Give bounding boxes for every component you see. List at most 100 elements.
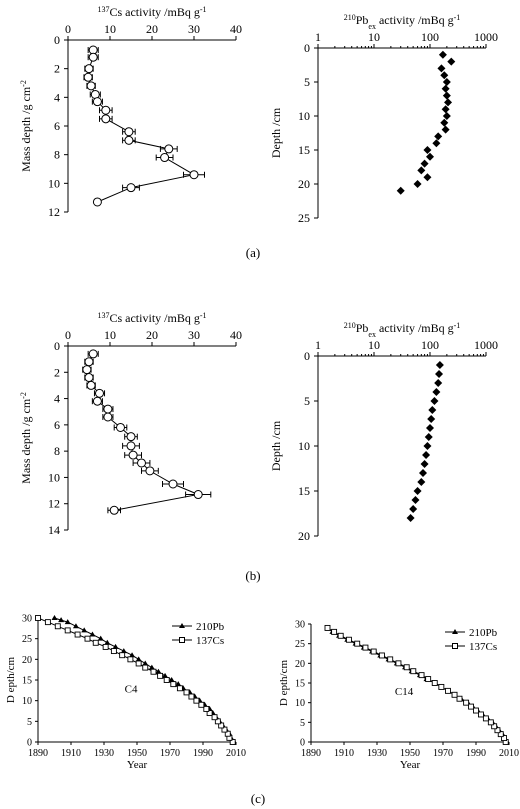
y-tick-label: 0 (304, 41, 310, 55)
data-point (425, 676, 432, 683)
data-point (370, 648, 377, 655)
data-point (445, 687, 451, 694)
data-point (422, 451, 431, 459)
data-point (64, 627, 71, 634)
x-tick-label: 40 (230, 22, 242, 36)
data-point (119, 652, 126, 659)
y-tick-label: 8 (54, 148, 60, 162)
data-point (218, 722, 225, 729)
series-line (86, 353, 200, 511)
y-tick-label: 5 (304, 75, 310, 89)
data-point (214, 718, 221, 725)
x-tick-label: 1990 (193, 748, 213, 759)
x-tick-label: 0 (65, 328, 71, 342)
data-point (411, 496, 420, 504)
y-tick-label: 15 (298, 484, 310, 498)
data-point (84, 635, 91, 642)
data-point (120, 648, 127, 654)
x-tick-label: 100 (421, 338, 439, 352)
data-point (435, 370, 444, 378)
legend-label: 137Cs (469, 641, 497, 653)
data-point (101, 105, 111, 115)
data-point (193, 697, 200, 704)
series-line (87, 50, 196, 203)
data-point (229, 739, 236, 745)
data-point (89, 631, 96, 637)
x-tick-label: 1990 (466, 748, 486, 759)
data-point (82, 365, 92, 375)
data-point (441, 125, 450, 134)
data-point (163, 677, 170, 683)
data-point (188, 693, 195, 700)
y-tick-label: 5 (304, 394, 310, 408)
data-point (124, 135, 134, 145)
data-point (84, 357, 94, 367)
y-tick-label: 10 (48, 176, 60, 190)
data-point (110, 648, 117, 655)
data-point (112, 643, 119, 649)
data-point (175, 681, 182, 687)
data-point (124, 127, 134, 137)
x-tick-label: 0 (65, 22, 71, 36)
data-point (417, 166, 426, 175)
y-tick-label: 0 (54, 33, 60, 47)
data-point (92, 396, 102, 406)
data-point (442, 91, 451, 100)
y-tick-label: 20 (22, 655, 32, 666)
data-point (142, 664, 149, 671)
data-point (497, 731, 504, 738)
data-point (438, 683, 445, 690)
x-tick-label: 2010 (499, 748, 519, 759)
y-tick-label: 2 (54, 365, 60, 379)
data-point (116, 422, 125, 432)
data-point (420, 159, 429, 168)
data-point (221, 726, 228, 733)
x-tick-label: 20 (146, 22, 158, 36)
data-point (193, 490, 203, 500)
x-tick-label: 1930 (367, 748, 387, 759)
x-tick-label: 40 (230, 328, 242, 342)
data-point (102, 643, 109, 650)
data-point (104, 639, 111, 645)
y-axis-title: Depth /cm (269, 107, 283, 158)
x-tick-label: 1950 (127, 748, 147, 759)
data-point (86, 380, 96, 390)
y-tick-label: 12 (48, 205, 60, 219)
data-point (423, 146, 432, 154)
data-point (442, 112, 451, 120)
data-point (64, 619, 71, 625)
data-point (224, 730, 231, 737)
y-axis-title: D epth/cm (278, 659, 290, 706)
y-tick-label: 30 (295, 620, 305, 631)
y-tick-label: 12 (48, 497, 60, 511)
y-tick-label: 25 (298, 211, 310, 225)
data-point (331, 628, 338, 635)
y-tick-label: 5 (300, 718, 305, 729)
data-point (440, 118, 449, 127)
data-point (155, 668, 162, 674)
y-tick-label: 8 (54, 444, 60, 458)
data-point (501, 735, 507, 742)
data-point (54, 623, 61, 630)
data-point (160, 153, 170, 163)
data-point (417, 478, 426, 486)
data-point (482, 715, 489, 722)
data-point (92, 97, 102, 107)
y-tick-label: 6 (54, 418, 60, 432)
data-point (468, 703, 474, 710)
data-point (81, 627, 88, 633)
legend-marker (452, 643, 458, 649)
data-point (434, 132, 443, 141)
data-point (487, 719, 494, 726)
data-point (135, 656, 142, 662)
y-tick-label: 5 (27, 717, 32, 728)
legend-marker (452, 629, 458, 634)
chart-a-pb210: 1 10 100 1000 0 5 10 15 20 25 210Pbex activity /mB… (269, 13, 498, 226)
y-tick-label: 0 (54, 339, 60, 353)
chart-b-cs137: 0 10 20 30 40 0 2 4 6 8 10 12 14 137Cs activity /mBq … (19, 311, 243, 538)
y-tick-label: 20 (298, 529, 310, 543)
data-point (379, 652, 385, 659)
x-tick-label: 1910 (61, 748, 81, 759)
data-point (95, 388, 104, 398)
data-point (127, 656, 134, 663)
